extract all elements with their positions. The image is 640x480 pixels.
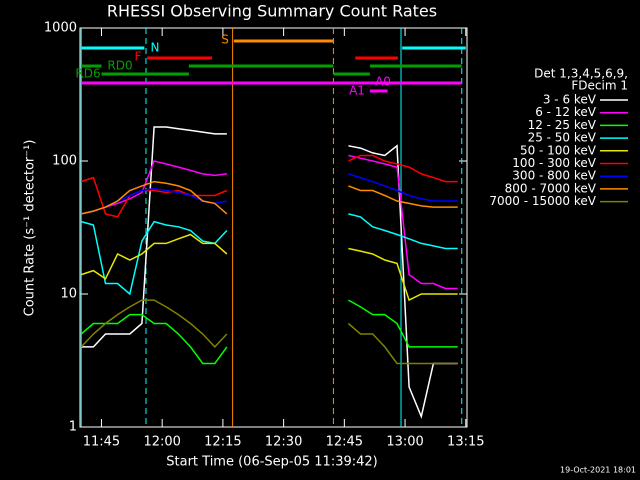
y-tick-label: 1 — [69, 420, 77, 435]
state-label: A0 — [375, 75, 391, 89]
legend-label: 50 - 100 keV — [520, 143, 597, 157]
x-tick-label: 11:45 — [83, 435, 120, 450]
series-line — [80, 154, 458, 218]
legend-label: 6 - 12 keV — [535, 105, 597, 119]
state-label: F — [135, 50, 142, 64]
state-label: A1 — [349, 84, 365, 98]
y-axis-label: Count Rate (s⁻¹ detector⁻¹) — [23, 140, 38, 317]
x-tick-label: 12:30 — [265, 435, 302, 450]
chart-title: RHESSI Observing Summary Count Rates — [107, 2, 437, 21]
legend-label: 25 - 50 keV — [528, 131, 597, 145]
x-tick-label: 13:00 — [386, 435, 423, 450]
legend-label: 800 - 7000 keV — [505, 181, 597, 195]
y-tick-label: 10 — [60, 287, 77, 302]
legend-label: 12 - 25 keV — [528, 118, 597, 132]
legend-label: 300 - 800 keV — [512, 169, 596, 183]
legend-label: 7000 - 15000 keV — [489, 194, 596, 208]
y-tick-label: 100 — [52, 154, 77, 169]
state-label: RD0 — [107, 59, 132, 73]
legend-header: FDecim 1 — [571, 79, 628, 93]
series-line — [80, 299, 458, 365]
plot-frame — [79, 27, 468, 428]
y-tick-label: 1000 — [44, 21, 77, 36]
series-line — [80, 213, 458, 296]
series-line — [81, 180, 458, 215]
legend-label: 100 - 300 keV — [512, 156, 596, 170]
x-axis-label: Start Time (06-Sep-05 11:39:42) — [166, 455, 377, 470]
legend-label: 3 - 6 keV — [543, 93, 597, 107]
x-tick-label: 12:15 — [204, 435, 241, 450]
state-label: N — [151, 41, 160, 55]
x-tick-label: 13:15 — [447, 435, 484, 450]
x-tick-label: 12:00 — [143, 435, 180, 450]
legend-header: Det 1,3,4,5,6,9, — [534, 67, 628, 81]
state-label: S — [221, 33, 229, 47]
x-tick-label: 12:45 — [326, 435, 363, 450]
footer: 19-Oct-2021 18:01 — [560, 466, 636, 475]
series-line — [80, 233, 458, 302]
state-label: RD6 — [75, 67, 100, 81]
